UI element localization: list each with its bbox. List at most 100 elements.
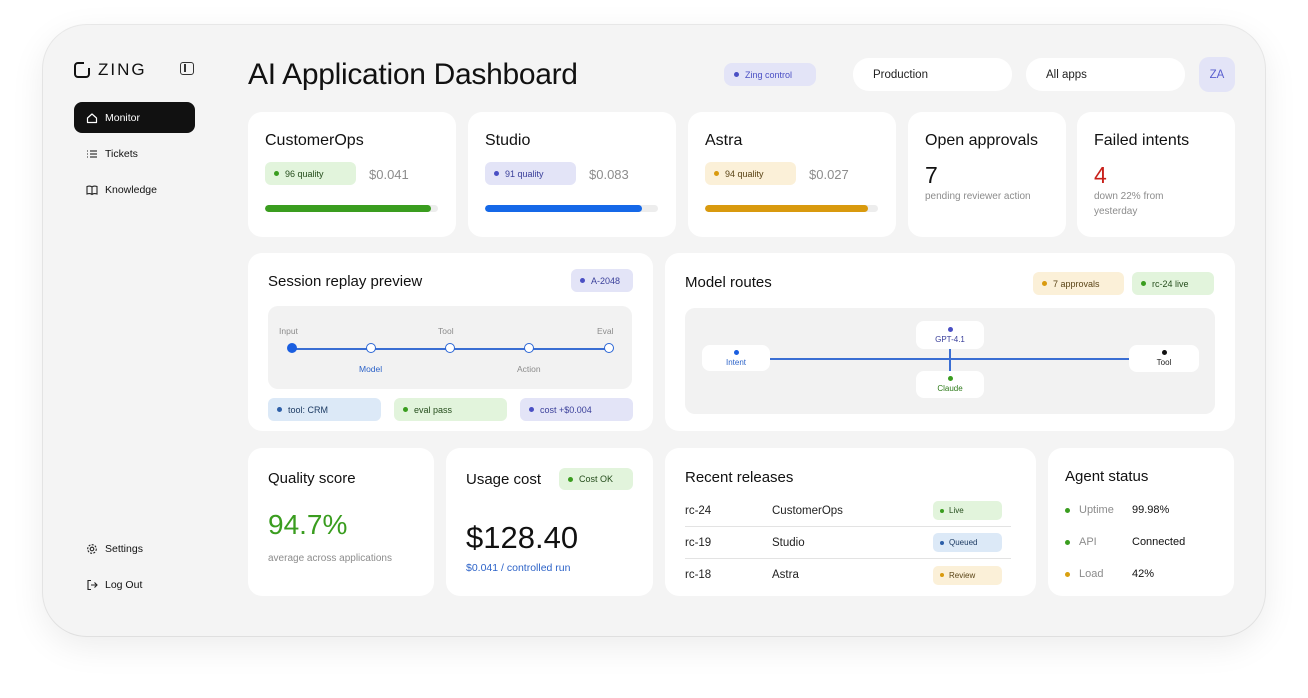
quality-bar <box>265 205 438 212</box>
gear-icon <box>85 542 99 556</box>
status-badge: Review <box>933 565 1002 585</box>
failed-intents-card[interactable]: Failed intents 4 down 22% from yesterday <box>1077 112 1235 237</box>
table-row[interactable]: rc-24 CustomerOps Live <box>685 495 1011 527</box>
app-name: Astra <box>705 132 743 149</box>
card-title: Quality score <box>268 470 356 487</box>
book-icon <box>85 183 99 197</box>
status-badge: Queued <box>933 533 1002 552</box>
status-row-uptime: Uptime 99.98% <box>1065 504 1169 516</box>
release-id: rc-18 <box>685 569 712 581</box>
sidebar-item-knowledge[interactable]: Knowledge <box>74 174 195 205</box>
quality-bar <box>485 205 658 212</box>
timeline-step-input[interactable] <box>287 343 297 353</box>
release-id: rc-24 <box>685 504 712 517</box>
card-title: Usage cost <box>466 471 542 488</box>
status-row-load: Load 42% <box>1065 568 1154 580</box>
status-label: Uptime <box>1079 504 1114 516</box>
badge-label: 7 approvals <box>1053 278 1100 289</box>
route-diagram: Intent GPT-4.1 Claude Tool <box>685 308 1215 414</box>
card-title: Model routes <box>685 274 772 291</box>
cost-per-run: $0.041 <box>369 167 409 182</box>
app-card-customerops[interactable]: CustomerOps 96 quality $0.041 <box>248 112 456 237</box>
tag-label: tool: CRM <box>288 404 329 415</box>
timeline-step-eval[interactable] <box>604 343 614 353</box>
app-name: CustomerOps <box>265 132 364 149</box>
sidebar-item-settings[interactable]: Settings <box>74 533 195 564</box>
app-card-astra[interactable]: Astra 94 quality $0.027 <box>688 112 896 237</box>
quality-score-value: 94.7% <box>268 509 348 540</box>
status-label: Queued <box>949 538 978 547</box>
route-node-gpt[interactable]: GPT-4.1 <box>916 321 984 349</box>
cost-ok-badge: Cost OK <box>559 468 633 490</box>
logout-icon <box>85 578 99 592</box>
home-icon <box>85 111 99 125</box>
status-dot <box>1065 507 1070 513</box>
approvals-count: 7 <box>925 162 938 188</box>
sidebar-item-label: Tickets <box>105 147 138 160</box>
badge-label: rc-24 live <box>1152 278 1189 289</box>
page-title: AI Application Dashboard <box>248 58 578 91</box>
status-value: 99.98% <box>1132 504 1170 516</box>
route-node-tool[interactable]: Tool <box>1129 345 1199 372</box>
status-row-api: API Connected <box>1065 536 1185 548</box>
control-badge: Zing control <box>724 63 816 86</box>
sidebar-item-logout[interactable]: Log Out <box>74 569 195 600</box>
step-label: Input <box>279 326 298 336</box>
cost-per-run-link[interactable]: $0.041 / controlled run <box>466 562 571 574</box>
replay-tag-eval: eval pass <box>394 398 507 421</box>
status-dot <box>734 72 739 77</box>
status-label: Review <box>949 570 976 580</box>
sidebar-item-monitor[interactable]: Monitor <box>74 102 195 133</box>
route-node-claude[interactable]: Claude <box>916 371 984 398</box>
release-id: rc-19 <box>685 536 712 549</box>
logo-icon <box>74 62 90 78</box>
quality-label: 91 quality <box>505 168 544 179</box>
quality-label: 96 quality <box>285 168 324 179</box>
app-card-studio[interactable]: Studio 91 quality $0.083 <box>468 112 676 237</box>
session-replay-card: Session replay preview A-2048 Input Tool… <box>248 253 653 431</box>
release-live-badge[interactable]: rc-24 live <box>1132 272 1214 295</box>
quality-badge: 94 quality <box>705 162 796 185</box>
logo: ZING <box>74 60 147 80</box>
timeline-step-action[interactable] <box>524 343 534 353</box>
replay-tag-cost: cost +$0.004 <box>520 398 633 421</box>
session-id-badge[interactable]: A-2048 <box>571 269 633 292</box>
sidebar-item-label: Knowledge <box>105 183 157 196</box>
step-label: Model <box>359 364 383 374</box>
timeline-step-tool[interactable] <box>445 343 455 353</box>
approvals-badge[interactable]: 7 approvals <box>1033 272 1124 295</box>
table-row[interactable]: rc-18 Astra Review <box>685 559 1011 591</box>
approvals-subtext: pending reviewer action <box>925 191 1031 202</box>
open-approvals-card[interactable]: Open approvals 7 pending reviewer action <box>908 112 1066 237</box>
node-label: Claude <box>937 384 963 393</box>
app-filter-select[interactable]: All apps <box>1026 58 1185 91</box>
quality-bar <box>705 205 878 212</box>
tag-label: cost +$0.004 <box>540 404 592 415</box>
app-name: Studio <box>485 132 531 149</box>
sidebar-toggle-icon[interactable] <box>180 62 194 75</box>
node-label: Tool <box>1156 358 1172 367</box>
status-dot <box>1065 539 1070 545</box>
replay-timeline: Input Tool Eval Model Action <box>268 306 632 389</box>
logo-text: ZING <box>98 60 147 79</box>
session-id: A-2048 <box>591 275 621 286</box>
quality-label: 94 quality <box>725 168 764 179</box>
sidebar-item-label: Monitor <box>105 111 141 124</box>
table-row[interactable]: rc-19 Studio Queued <box>685 527 1011 559</box>
recent-releases-card: Recent releases rc-24 CustomerOps Live r… <box>665 448 1036 596</box>
quality-bar-fill <box>265 205 432 212</box>
avatar[interactable]: ZA <box>1199 57 1235 92</box>
status-label: API <box>1079 536 1097 548</box>
quality-subtext: average across applications <box>268 553 392 564</box>
control-badge-label: Zing control <box>745 69 793 80</box>
node-label: GPT-4.1 <box>935 334 965 344</box>
quality-bar-fill <box>485 205 643 212</box>
sidebar-item-tickets[interactable]: Tickets <box>74 138 195 169</box>
route-line-vertical <box>949 336 951 380</box>
failed-count: 4 <box>1094 162 1107 188</box>
route-node-intent[interactable]: Intent <box>702 345 770 371</box>
timeline-step-model[interactable] <box>366 343 376 353</box>
environment-select[interactable]: Production <box>853 58 1012 91</box>
status-value: 42% <box>1132 568 1155 580</box>
step-label: Tool <box>438 326 454 336</box>
